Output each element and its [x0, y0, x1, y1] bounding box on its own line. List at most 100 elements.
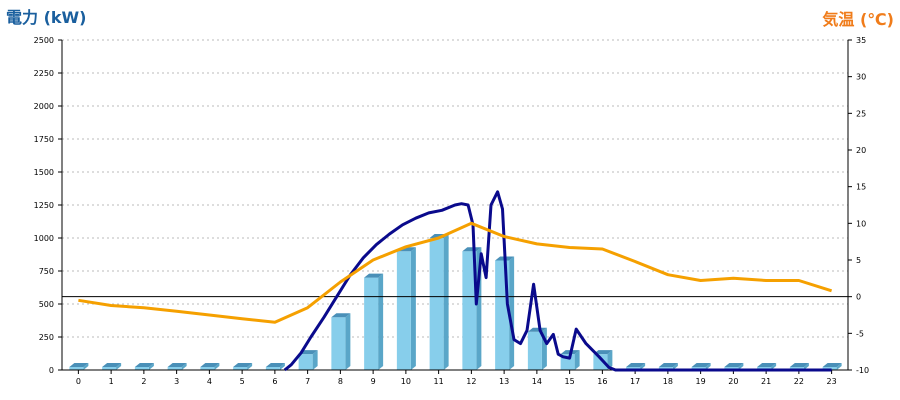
right-tick-label: 10: [856, 219, 866, 228]
left-tick-label: 0: [49, 366, 54, 375]
bar: [527, 327, 547, 370]
left-tick-label: 250: [39, 333, 54, 342]
left-tick-label: 2250: [34, 69, 54, 78]
bar-front: [265, 367, 280, 370]
x-tick-label: 0: [76, 377, 81, 386]
bar-top: [69, 363, 89, 367]
x-tick-label: 1: [109, 377, 114, 386]
bar-top: [233, 363, 253, 367]
bar-side: [836, 363, 842, 370]
bar-top: [527, 327, 547, 332]
bar-front: [331, 317, 346, 370]
bar-side: [410, 247, 416, 370]
bar: [69, 363, 89, 370]
x-tick-label: 15: [565, 377, 575, 386]
right-tick-label: 35: [856, 36, 866, 45]
bar-top: [789, 363, 809, 367]
x-tick-label: 9: [371, 377, 376, 386]
x-tick-label: 14: [532, 377, 542, 386]
bar-top: [626, 363, 646, 367]
bar-front: [364, 277, 379, 370]
bar-side: [345, 313, 351, 370]
bar-side: [181, 363, 187, 370]
right-tick-label: -5: [856, 329, 864, 338]
left-tick-label: 750: [39, 267, 54, 276]
bar-side: [247, 363, 253, 370]
bar-front: [167, 367, 182, 370]
right-tick-label: 30: [856, 73, 866, 82]
left-axis-title: 電力 (kW): [6, 8, 87, 27]
power-line: [283, 190, 832, 372]
bar-side: [738, 363, 744, 370]
bar: [167, 363, 187, 370]
bar-front: [593, 354, 608, 370]
bar-front: [102, 367, 117, 370]
bar: [593, 350, 613, 370]
x-tick-label: 3: [174, 377, 179, 386]
bar-front: [298, 354, 313, 370]
temperature-line: [78, 221, 833, 324]
x-tick-label: 7: [305, 377, 310, 386]
bar-top: [331, 313, 351, 318]
left-tick-label: 1250: [34, 201, 54, 210]
bar: [364, 273, 384, 370]
left-tick-label: 500: [39, 300, 54, 309]
bar-top: [757, 363, 777, 367]
bar-top: [167, 363, 187, 367]
bar-front: [462, 251, 477, 370]
bar: [200, 363, 220, 370]
x-tick-label: 8: [338, 377, 343, 386]
bar-front: [69, 367, 84, 370]
x-tick-label: 21: [761, 377, 771, 386]
bar: [331, 313, 351, 370]
bar-top: [134, 363, 154, 367]
right-tick-label: 20: [856, 146, 866, 155]
bar-front: [200, 367, 215, 370]
bar-side: [771, 363, 777, 370]
bar-side: [83, 363, 89, 370]
bar-side: [705, 363, 711, 370]
right-axis-title: 気温 (℃): [822, 10, 894, 29]
bar-front: [134, 367, 149, 370]
x-tick-label: 2: [141, 377, 146, 386]
x-tick-label: 18: [663, 377, 673, 386]
bar-side: [509, 256, 515, 370]
right-tick-label: -10: [856, 366, 869, 375]
bar-top: [102, 363, 122, 367]
left-tick-label: 2500: [34, 36, 54, 45]
right-tick-label: 5: [856, 256, 861, 265]
bar-side: [148, 363, 154, 370]
bar-side: [443, 234, 449, 370]
bar: [233, 363, 253, 370]
bar-front: [429, 238, 444, 370]
x-tick-label: 22: [794, 377, 804, 386]
bar-top: [724, 363, 744, 367]
bar-top: [200, 363, 220, 367]
x-tick-label: 5: [240, 377, 245, 386]
bar: [102, 363, 122, 370]
bar: [396, 247, 416, 370]
bar-side: [312, 350, 318, 370]
bar-side: [116, 363, 122, 370]
x-tick-label: 4: [207, 377, 212, 386]
right-tick-label: 25: [856, 109, 866, 118]
bar-side: [803, 363, 809, 370]
left-tick-label: 1000: [34, 234, 54, 243]
bar-front: [233, 367, 248, 370]
bar: [265, 363, 285, 370]
x-tick-label: 17: [630, 377, 640, 386]
x-tick-label: 20: [728, 377, 738, 386]
bar-side: [214, 363, 220, 370]
bar: [462, 247, 482, 370]
left-tick-label: 1500: [34, 168, 54, 177]
bar-top: [462, 247, 482, 252]
bar: [134, 363, 154, 370]
bar-front: [396, 251, 411, 370]
bar-side: [672, 363, 678, 370]
x-tick-label: 19: [696, 377, 706, 386]
bar-top: [658, 363, 678, 367]
bar-top: [822, 363, 842, 367]
bar-side: [378, 273, 384, 370]
x-tick-label: 11: [434, 377, 444, 386]
bar-side: [574, 350, 580, 370]
